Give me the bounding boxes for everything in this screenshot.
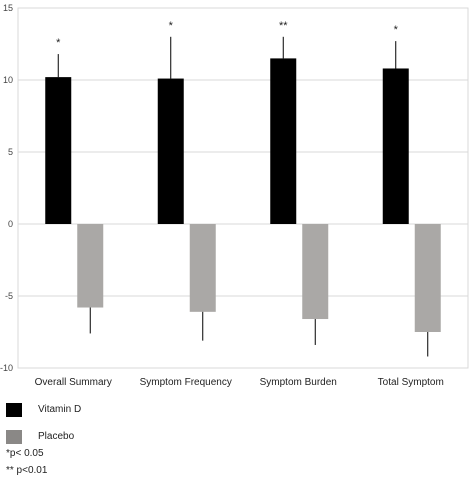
category-label: Symptom Frequency — [140, 377, 232, 388]
bar-chart: -10 -5 0 5 10 15 * Overall Summary * Symptom Freq… — [0, 3, 469, 388]
bar-vitamin-d — [382, 68, 409, 224]
bar-placebo — [189, 224, 216, 312]
y-tick-label: -5 — [5, 291, 13, 301]
legend-label-placebo: Placebo — [38, 431, 75, 442]
y-tick-label: 0 — [8, 219, 13, 229]
bar-vitamin-d — [45, 77, 72, 225]
y-tick-label: 5 — [8, 147, 13, 157]
bar-vitamin-d — [157, 78, 184, 224]
category-label: Overall Summary — [35, 377, 112, 388]
category-label: Symptom Burden — [260, 377, 337, 388]
y-tick-label: 15 — [3, 3, 13, 13]
significance-marker: * — [56, 37, 61, 49]
significance-marker: ** — [279, 20, 288, 32]
bar-vitamin-d — [270, 58, 297, 225]
category-label: Total Symptom — [378, 377, 444, 388]
legend-label-vitamin-d: Vitamin D — [38, 404, 82, 415]
y-tick-label: -10 — [0, 363, 13, 373]
y-tick-label: 10 — [3, 75, 13, 85]
significance-marker: * — [169, 20, 174, 32]
bar-placebo — [414, 224, 441, 332]
legend-swatch-placebo — [6, 430, 22, 444]
bar-placebo — [77, 224, 104, 308]
significance-note-p05: *p< 0.05 — [6, 448, 44, 459]
significance-marker: * — [394, 24, 399, 36]
bar-placebo — [302, 224, 329, 320]
legend-swatch-vitamin-d — [6, 403, 22, 417]
significance-note-p01: ** p<0.01 — [6, 465, 48, 476]
